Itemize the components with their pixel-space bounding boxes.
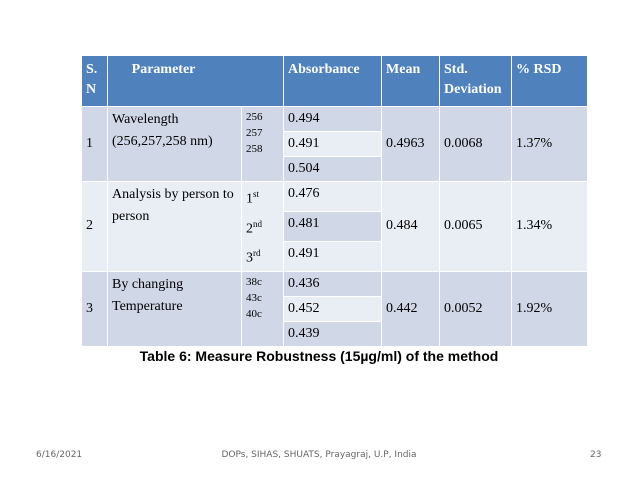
absorbance-cell: 0.452 <box>283 295 383 322</box>
sub-value: 38c <box>246 275 262 288</box>
row-2-std: 0.0065 <box>439 181 513 272</box>
header-parameter: Parameter <box>106 55 285 107</box>
row-3-parameter: By changing Temperature <box>107 270 242 347</box>
table-row: 3 By changing Temperature 38c 43c 40c 0.… <box>81 270 589 347</box>
row-1-parameter: Wavelength (256,257,258 nm) <box>107 106 242 182</box>
ordinal-number: 2 <box>246 221 253 237</box>
ordinal-suffix: st <box>253 189 260 199</box>
row-2-sub-values: 1st 2nd 3rd <box>240 181 285 272</box>
table-row: 2 Analysis by person to person 1st 2nd 3… <box>81 181 589 272</box>
row-2-mean: 0.484 <box>381 181 441 272</box>
absorbance-cell: 0.436 <box>283 270 383 297</box>
absorbance-cell: 0.504 <box>283 156 383 182</box>
sub-value: 43c <box>246 291 262 304</box>
ordinal: 2nd <box>246 212 279 242</box>
absorbance-cell: 0.494 <box>283 106 383 132</box>
header-mean: Mean <box>381 55 441 107</box>
header-rsd: % RSD <box>511 55 589 107</box>
table-row: 0.504 <box>82 156 588 182</box>
absorbance-cell: 0.439 <box>283 320 383 347</box>
sub-value: 257 <box>246 127 263 139</box>
ordinal-number: 1 <box>246 191 253 207</box>
row-3-mean: 0.442 <box>381 270 441 347</box>
row-1-rsd: 1.37% <box>511 106 589 182</box>
ordinal-suffix: rd <box>253 248 261 259</box>
ordinal: 1st <box>246 182 279 212</box>
table-row: 0.439 <box>82 320 588 347</box>
row-2-rsd: 1.34% <box>511 181 589 272</box>
row-2-parameter: Analysis by person to person <box>107 181 242 272</box>
header-sn: S. N <box>81 55 108 107</box>
sub-value: 258 <box>246 143 263 155</box>
row-1-sub-values: 256 257 258 <box>240 106 285 182</box>
row-1-std: 0.0068 <box>439 106 513 182</box>
row-3-sub-values: 38c 43c 40c <box>240 270 285 347</box>
absorbance-cell: 0.491 <box>283 131 383 157</box>
absorbance-cell: 0.491 <box>283 240 383 272</box>
row-1-sn: 1 <box>81 106 108 182</box>
sub-value: 40c <box>246 307 262 320</box>
absorbance-cell: 0.481 <box>283 210 383 242</box>
footer-center-text: DOPs, SIHAS, SHUATS, Prayagraj, U.P, Ind… <box>221 450 417 460</box>
header-absorbance: Absorbance <box>283 55 383 107</box>
row-2-sn: 2 <box>81 181 108 272</box>
header-parameter-label: Parameter <box>131 62 196 77</box>
table-caption: Table 6: Measure Robustness (15µg/ml) of… <box>139 348 499 364</box>
robustness-table-container: S. N Parameter Absorbance Mean Std. Devi… <box>81 55 589 347</box>
row-3-std: 0.0052 <box>439 270 513 347</box>
ordinal-suffix: nd <box>253 218 262 229</box>
table-row: 0.491 <box>82 240 588 272</box>
row-1-mean: 0.4963 <box>381 106 441 182</box>
row-3-rsd: 1.92% <box>511 270 589 347</box>
sub-value: 256 <box>246 111 263 123</box>
ordinal-number: 3 <box>246 250 253 266</box>
table-row: 1 Wavelength (256,257,258 nm) 256 257 25… <box>81 106 589 182</box>
table-row: 0.452 <box>82 295 588 322</box>
absorbance-cell: 0.476 <box>283 181 383 212</box>
table-header-row: S. N Parameter Absorbance Mean Std. Devi… <box>81 55 589 107</box>
row-3-sn: 3 <box>81 270 108 347</box>
footer-page-number: 23 <box>590 450 602 460</box>
robustness-table: S. N Parameter Absorbance Mean Std. Devi… <box>81 55 589 347</box>
table-row: 0.491 <box>82 131 588 157</box>
ordinal: 3rd <box>246 241 279 271</box>
footer-date: 6/16/2021 <box>36 450 83 460</box>
header-std-deviation: Std. Deviation <box>439 55 513 107</box>
